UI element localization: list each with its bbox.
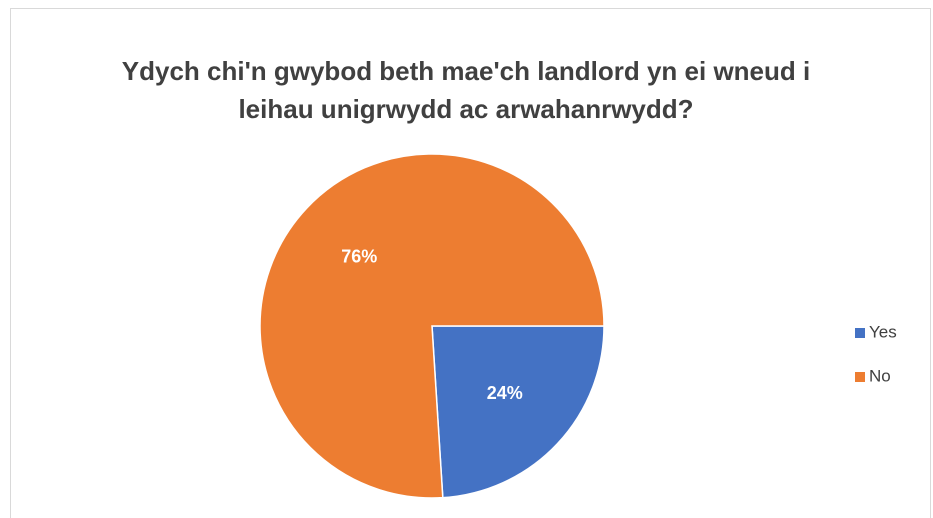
legend-label: No [869,366,891,385]
data-label: 24% [487,383,523,403]
legend-label: Yes [869,322,897,341]
chart-title: Ydych chi'n gwybod beth mae'ch landlord … [121,56,811,124]
pie-slice [259,153,605,499]
data-label: 76% [341,246,377,266]
legend-swatch [855,372,865,382]
legend-swatch [855,328,865,338]
pie-slice [431,325,605,499]
chart-frame [10,8,931,518]
